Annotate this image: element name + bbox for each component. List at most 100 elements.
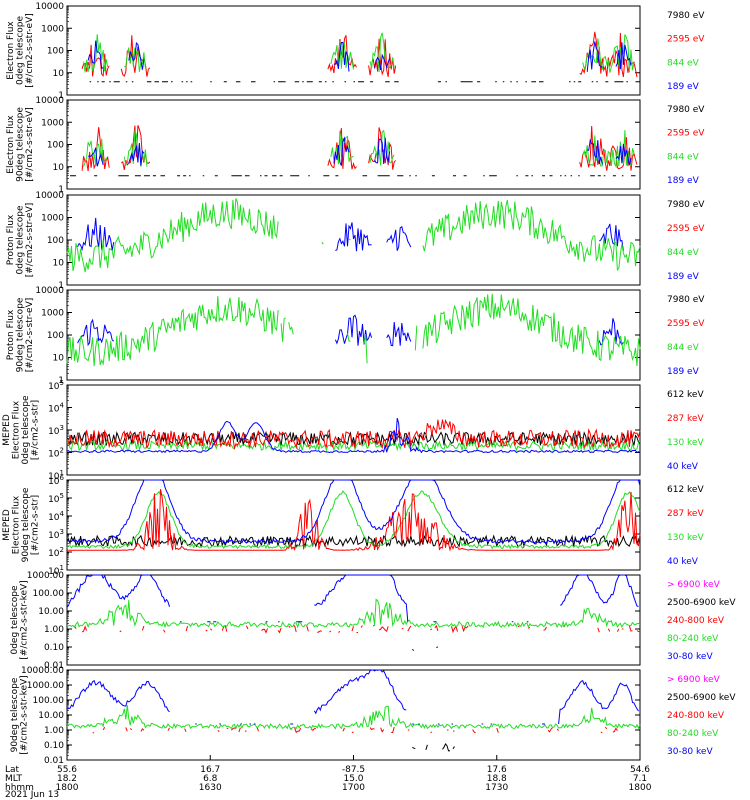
y-tick-label: 104 (48, 402, 64, 415)
y-tick-label: 10000 (35, 96, 64, 106)
flux-trace (87, 40, 632, 72)
flux-trace (66, 198, 641, 273)
flux-trace (412, 647, 447, 651)
legend-entry: 2500-6900 keV (667, 693, 736, 703)
flux-trace (67, 489, 641, 552)
y-axis-label: MEPEDElectron Flux90deg telescope[#/cm2-… (2, 487, 41, 562)
flux-trace (412, 742, 455, 752)
legend-entry: 40 keV (667, 557, 699, 567)
y-tick-label: 10000 (35, 286, 64, 296)
y-tick-label: 1.00 (44, 625, 64, 635)
legend-entry: 7980 eV (667, 200, 705, 210)
y-tick-label: 104 (48, 510, 64, 523)
flux-trace (66, 479, 641, 544)
x-row-value: 1800 (629, 783, 652, 793)
legend-entry: 844 eV (667, 152, 700, 162)
y-tick-label: 10.00 (38, 711, 64, 721)
x-row-value: 16.7 (200, 765, 220, 775)
y-axis-label: MEPEDElectron Flux0deg telescope[#/cm2-s… (2, 395, 41, 465)
x-row-value: 1730 (485, 783, 508, 793)
y-tick-label: 1 (58, 376, 64, 386)
y-tick-label: 100.00 (33, 589, 65, 599)
y-tick-label: 0.10 (44, 741, 64, 751)
y-tick-label: 103 (48, 528, 64, 541)
y-axis-label: Proton Flux0deg telescope[#/cm2-s-str-eV… (6, 203, 35, 278)
flux-trace (66, 490, 641, 550)
x-row-value: 17.6 (487, 765, 507, 775)
y-tick-label: 10.00 (38, 607, 64, 617)
y-tick-label: 102 (48, 546, 64, 559)
legend-entry: 240-800 keV (667, 616, 725, 626)
legend-entry: 80-240 keV (667, 729, 719, 739)
y-tick-label: 102 (48, 447, 64, 460)
y-tick-label: 1 (58, 281, 64, 291)
flux-trace (66, 574, 639, 623)
flux-trace (93, 727, 639, 733)
flux-trace (77, 314, 624, 347)
y-tick-label: 10 (53, 163, 65, 173)
y-axis-label: Electron Flux0deg telescope[#/cm2-s-str-… (6, 13, 35, 88)
x-row-value: 1800 (56, 783, 79, 793)
x-row-label: hhmm (5, 783, 34, 793)
y-tick-label: 100.00 (33, 696, 65, 706)
y-tick-label: 105 (48, 379, 64, 392)
flux-trace (81, 31, 638, 78)
x-row-value: 55.6 (57, 765, 77, 775)
flux-trace (74, 624, 641, 634)
y-tick-label: 100 (47, 47, 64, 57)
legend-entry: 844 eV (667, 248, 700, 258)
y-axis-label: 90deg telescope[#/cm2-s-str-keV] (10, 675, 30, 754)
x-row-label: MLT (5, 774, 23, 784)
legend-entry: 2595 eV (667, 35, 705, 45)
x-row-value: 6.8 (203, 774, 218, 784)
flux-trace (66, 705, 641, 730)
legend-entry: 844 eV (667, 343, 700, 353)
legend-entry: 287 keV (667, 509, 704, 519)
y-tick-label: 1 (58, 185, 64, 195)
panel-frame (66, 574, 641, 666)
y-tick-label: 10000 (35, 2, 64, 12)
legend-entry: 2595 eV (667, 129, 705, 139)
y-tick-label: 10000 (35, 191, 64, 201)
flux-trace (81, 125, 638, 172)
y-tick-label: 1000 (41, 214, 64, 224)
legend-entry: 7980 eV (667, 105, 705, 115)
legend-entry: 130 keV (667, 533, 704, 543)
flux-trace (77, 217, 624, 252)
legend-entry: 2595 eV (667, 319, 705, 329)
panel-frame (66, 669, 641, 761)
y-tick-label: 10 (53, 69, 65, 79)
y-axis-label: 0deg telescope[#/cm2-s-str-keV] (10, 580, 30, 659)
y-tick-label: 1000 (41, 309, 64, 319)
x-row-value: 15.0 (343, 774, 363, 784)
flux-trace (83, 32, 635, 73)
legend-entry: 844 eV (667, 58, 700, 68)
panel-frame (66, 479, 641, 571)
legend-entry: 189 eV (667, 82, 700, 92)
y-tick-label: 100 (47, 331, 64, 341)
y-axis-label: Proton Flux90deg telescope[#/cm2-s-str-e… (6, 297, 35, 372)
panel-frame (66, 289, 641, 381)
y-tick-label: 1 (58, 91, 64, 101)
x-row-value: 7.1 (633, 774, 647, 784)
flux-trace (66, 293, 641, 367)
flux-trace (83, 129, 635, 169)
legend-entry: 7980 eV (667, 295, 705, 305)
legend-entry: 40 keV (667, 462, 699, 472)
legend-entry: 2500-6900 keV (667, 598, 736, 608)
legend-entry: 80-240 keV (667, 634, 719, 644)
x-row-value: 1630 (199, 783, 222, 793)
y-tick-label: 10 (53, 354, 65, 364)
flux-trace (87, 136, 632, 167)
legend-entry: 612 keV (667, 485, 704, 495)
legend-entry: 189 eV (667, 367, 700, 377)
flux-trace (66, 669, 639, 725)
x-row-value: -87.5 (342, 765, 365, 775)
flux-trace (66, 418, 641, 450)
legend-entry: 30-80 keV (667, 747, 713, 757)
legend-entry: 2595 eV (667, 224, 705, 234)
y-tick-label: 1000.00 (27, 681, 64, 691)
legend-entry: 240-800 keV (667, 711, 725, 721)
legend-entry: 189 eV (667, 272, 700, 282)
